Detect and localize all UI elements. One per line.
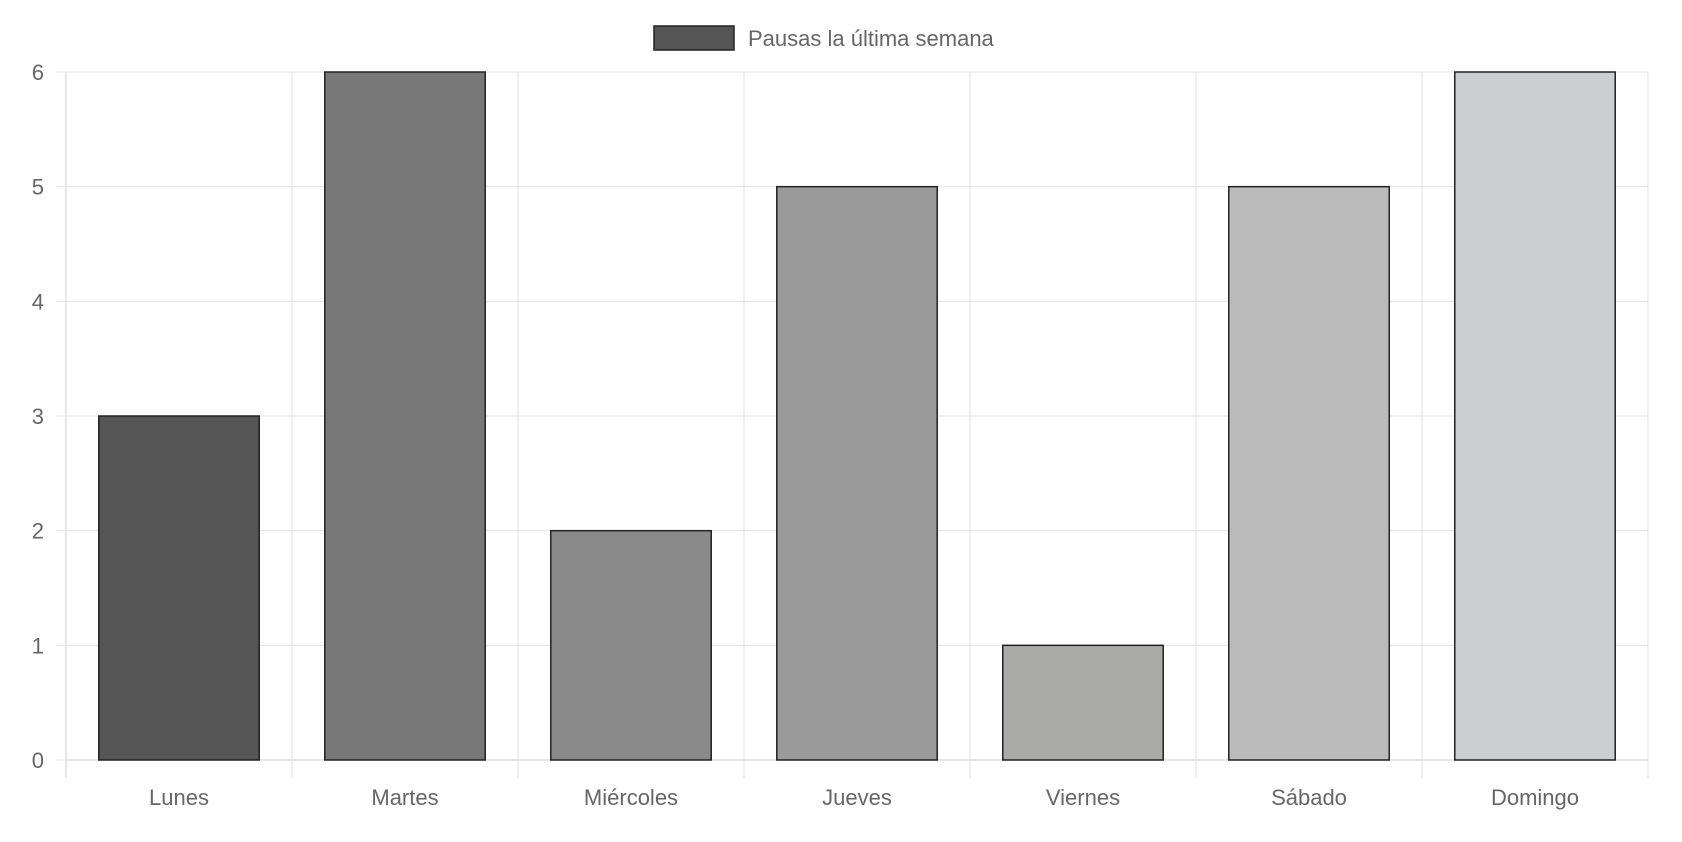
axes: 0 1 2 3 4 5 6 Lunes Martes Miércoles Jueves Viernes… [32, 60, 1579, 810]
y-tick-label: 6 [32, 60, 44, 85]
bar-domingo[interactable] [1454, 71, 1616, 761]
bar-miercoles[interactable] [550, 529, 712, 761]
legend-swatch[interactable] [653, 25, 735, 51]
bar-viernes[interactable] [1002, 644, 1164, 761]
bar-sabado[interactable] [1228, 185, 1390, 761]
x-tick-label: Miércoles [584, 785, 678, 810]
y-tick-label: 4 [32, 289, 44, 314]
x-tick-label: Viernes [1046, 785, 1120, 810]
y-tick-label: 0 [32, 748, 44, 773]
x-tick-label: Martes [371, 785, 438, 810]
x-tick-label: Jueves [822, 785, 892, 810]
y-tick-label: 1 [32, 633, 44, 658]
bar-martes[interactable] [324, 71, 486, 761]
x-tick-label: Sábado [1271, 785, 1347, 810]
bar-jueves[interactable] [776, 185, 938, 761]
bars [98, 71, 1616, 761]
legend-label[interactable]: Pausas la última semana [748, 26, 995, 51]
x-tick-label: Domingo [1491, 785, 1579, 810]
y-tick-label: 2 [32, 519, 44, 544]
y-tick-label: 3 [32, 404, 44, 429]
bar-lunes[interactable] [98, 415, 260, 761]
y-tick-label: 5 [32, 175, 44, 200]
x-tick-label: Lunes [149, 785, 209, 810]
legend[interactable]: Pausas la última semana [653, 25, 995, 51]
